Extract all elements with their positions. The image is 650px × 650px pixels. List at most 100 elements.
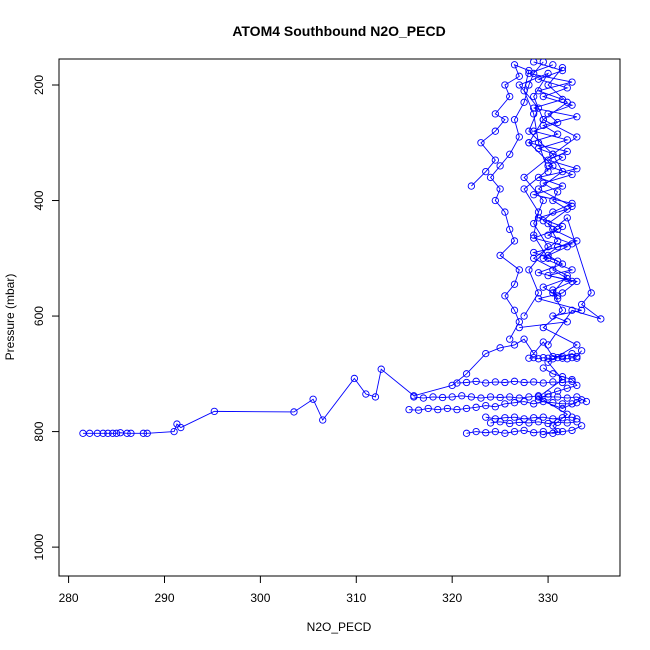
series-line [519, 217, 602, 346]
data-point [515, 394, 523, 402]
data-point [530, 92, 538, 101]
data-point [520, 378, 528, 387]
data-point [510, 306, 519, 314]
data-point [563, 355, 571, 363]
data-point [462, 404, 471, 413]
data-point [568, 353, 576, 362]
data-point [568, 170, 576, 179]
data-point [563, 419, 571, 427]
data-point [477, 139, 485, 147]
y-axis-label: Pressure (mbar) [3, 274, 17, 361]
data-point [496, 393, 504, 402]
data-point [530, 231, 538, 239]
data-point [506, 419, 514, 428]
data-point [520, 185, 528, 193]
data-point [510, 61, 519, 69]
data-point [530, 248, 538, 257]
y-tick-label: 200 [32, 75, 46, 95]
data-point [419, 394, 428, 402]
data-point [491, 378, 499, 386]
data-point [496, 185, 504, 193]
data-point [506, 393, 514, 401]
data-point [109, 429, 117, 437]
data-point [554, 427, 562, 436]
series-9 [530, 59, 576, 300]
data-point [558, 182, 567, 190]
data-point [549, 196, 557, 205]
y-tick-label: 800 [32, 421, 46, 441]
data-point [534, 418, 543, 426]
x-tick-label: 300 [250, 591, 270, 605]
data-point [534, 289, 543, 297]
data-point [558, 66, 567, 75]
data-point [554, 353, 562, 362]
data-point [438, 393, 447, 402]
data-point [558, 427, 567, 436]
data-point [462, 378, 471, 387]
series-line [518, 72, 554, 317]
series-line [456, 380, 573, 384]
data-point [482, 349, 490, 358]
data-point [539, 283, 547, 291]
data-point [539, 116, 547, 124]
data-point [554, 393, 562, 401]
data-point [520, 397, 528, 406]
data-point [549, 378, 557, 386]
data-point [568, 266, 576, 274]
y-tick-label: 400 [32, 190, 46, 210]
data-point [539, 323, 547, 332]
data-point [554, 225, 562, 234]
series-1 [405, 397, 581, 414]
data-point [544, 354, 552, 362]
data-point [549, 355, 557, 363]
data-point [530, 254, 538, 262]
data-point [563, 318, 571, 326]
data-point [558, 64, 567, 72]
series-3 [453, 377, 576, 387]
data-point [534, 173, 543, 182]
data-point [554, 387, 562, 395]
data-point [539, 379, 547, 387]
data-point [453, 405, 461, 414]
data-point [319, 416, 327, 424]
data-point [501, 414, 509, 422]
data-point [563, 136, 571, 144]
data-point [577, 396, 586, 404]
data-point [568, 426, 576, 435]
series-line [489, 61, 544, 340]
x-axis-label: N2O_PECD [307, 620, 372, 634]
data-point [515, 72, 523, 80]
data-point [534, 355, 543, 363]
series-line [527, 64, 579, 299]
data-point [139, 429, 148, 437]
data-point [506, 225, 514, 234]
data-point [525, 69, 533, 78]
data-point [410, 393, 418, 401]
data-point [520, 312, 528, 320]
series-group [79, 59, 605, 439]
data-point [506, 92, 514, 101]
data-point [582, 397, 591, 406]
data-point [539, 430, 547, 439]
data-point [525, 127, 533, 135]
data-point [491, 127, 499, 135]
data-point [477, 394, 485, 402]
series-4 [462, 422, 586, 437]
data-point [486, 393, 495, 401]
data-point [501, 81, 509, 89]
data-point [530, 349, 538, 358]
data-point [549, 370, 557, 378]
data-point [544, 231, 552, 239]
data-point [573, 113, 581, 121]
data-point [371, 393, 380, 401]
data-point [414, 406, 423, 414]
series-2 [410, 392, 591, 406]
data-point [544, 358, 552, 366]
data-point [558, 414, 567, 422]
data-point [544, 419, 552, 428]
data-point [539, 196, 547, 205]
data-point [573, 381, 581, 390]
data-point [539, 92, 547, 101]
data-point [424, 404, 432, 413]
data-point [544, 219, 552, 228]
